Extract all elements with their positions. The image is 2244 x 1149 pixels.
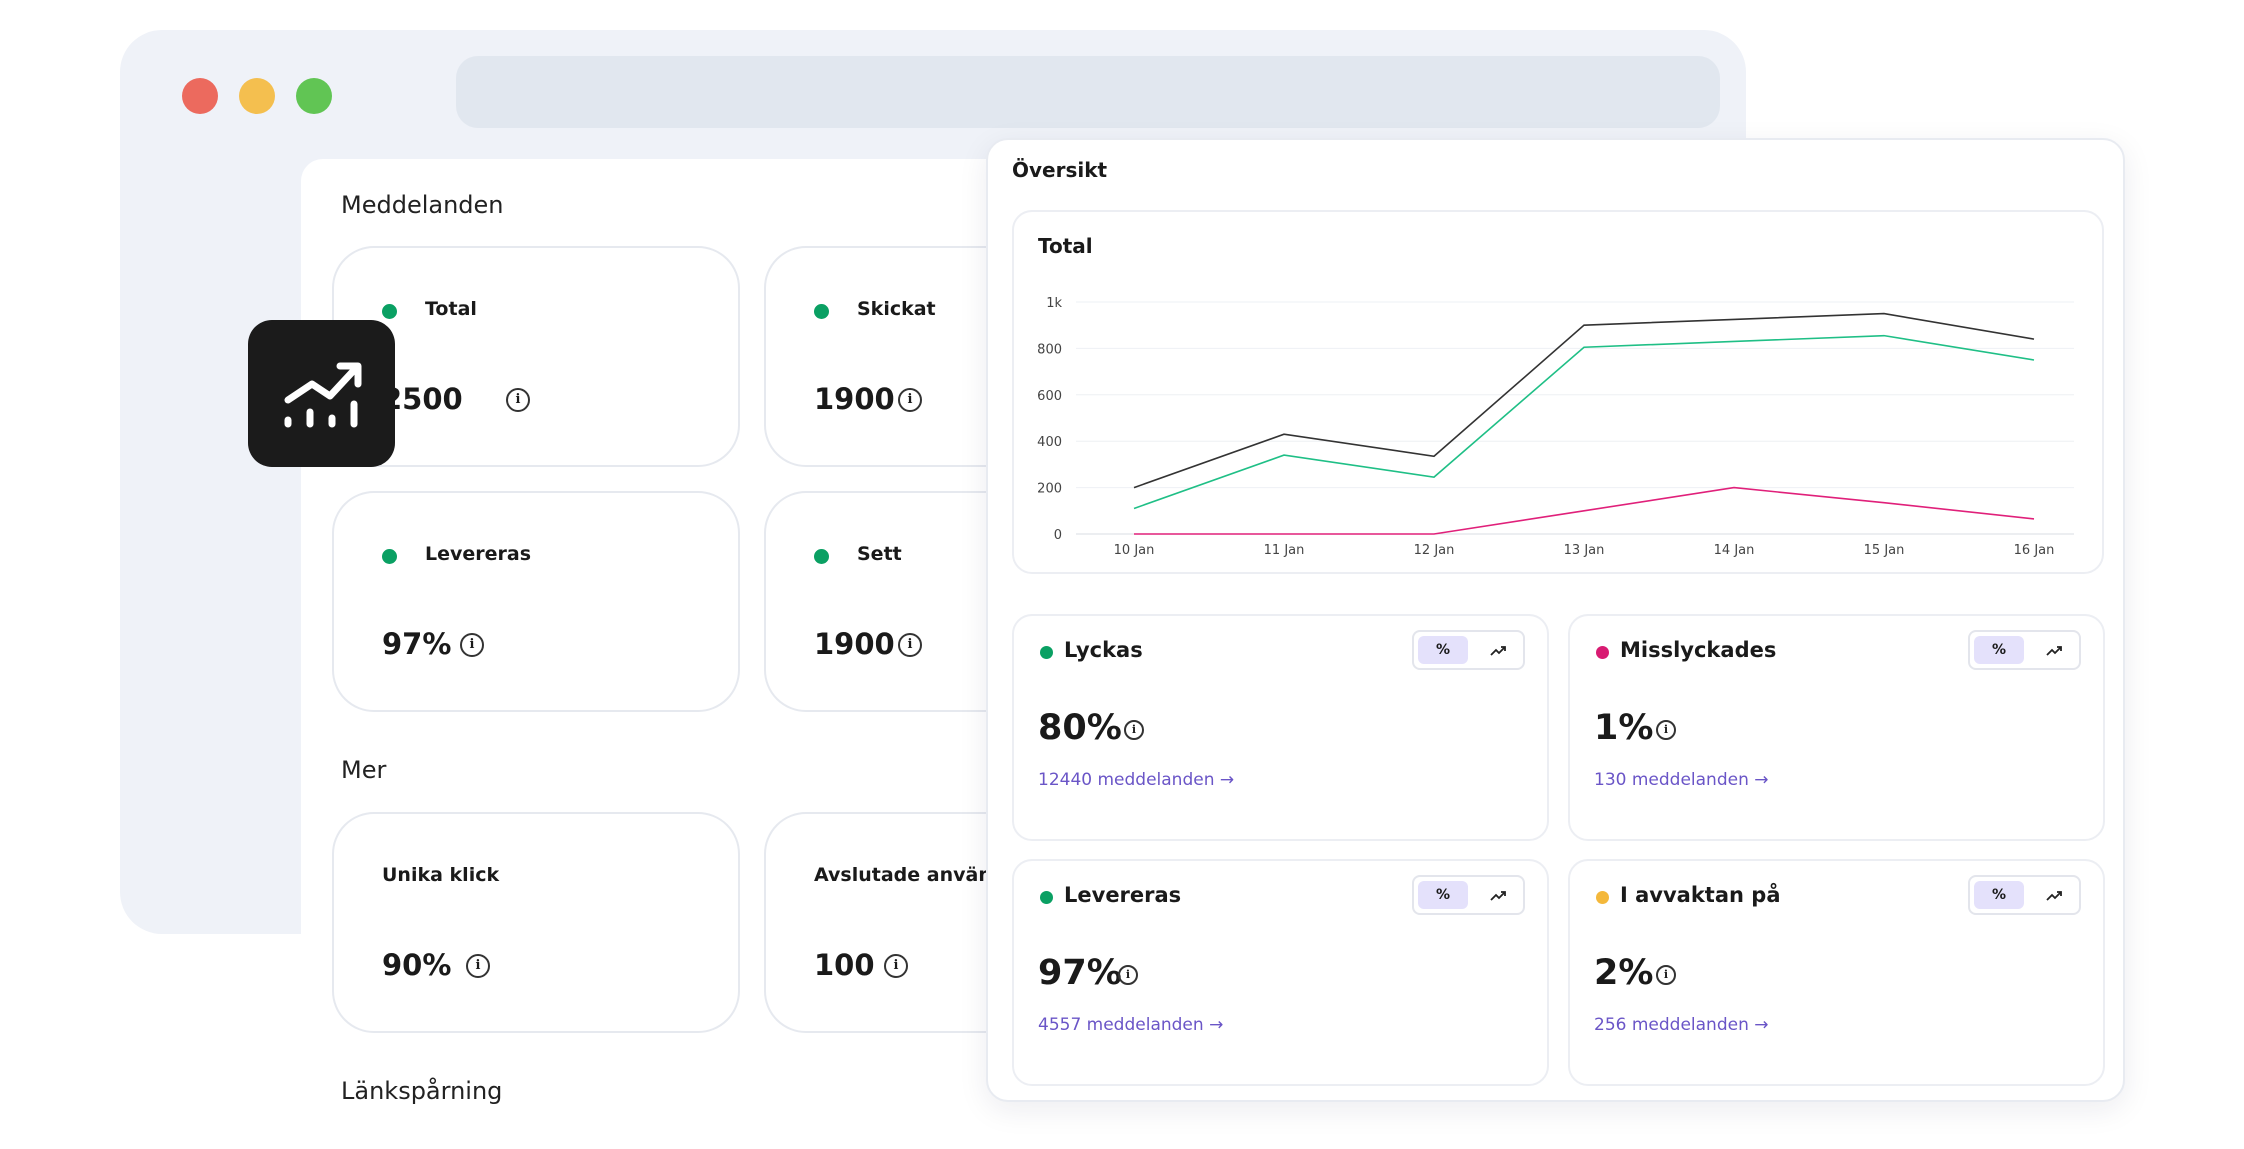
- metric-value: 1%: [1594, 708, 1654, 748]
- view-toggle: %: [1968, 630, 2081, 670]
- chart-title: Total: [1038, 234, 1093, 258]
- x-tick-label: 12 Jan: [1414, 543, 1455, 558]
- series-line-1: [1133, 334, 2035, 510]
- maximize-window-button[interactable]: [296, 78, 332, 114]
- status-dot: [1040, 646, 1053, 659]
- status-dot: [382, 549, 397, 564]
- address-bar[interactable]: [456, 56, 1720, 128]
- percent-toggle-button[interactable]: %: [1974, 636, 2024, 664]
- info-icon[interactable]: i: [1656, 720, 1676, 740]
- metric-card-success: Lyckas % 80% i 12440 meddelanden →: [1012, 614, 1549, 841]
- trend-up-icon[interactable]: [2032, 881, 2076, 909]
- status-dot: [814, 549, 829, 564]
- minimize-window-button[interactable]: [239, 78, 275, 114]
- metric-label: Lyckas: [1064, 638, 1143, 662]
- y-tick-label: 800: [1037, 342, 1062, 357]
- percent-toggle-button[interactable]: %: [1974, 881, 2024, 909]
- y-tick-label: 400: [1037, 435, 1062, 450]
- stat-label: Sett: [857, 543, 902, 565]
- y-tick-label: 0: [1054, 528, 1062, 543]
- view-toggle: %: [1412, 875, 1525, 915]
- stat-label: Unika klick: [382, 864, 500, 886]
- x-tick-label: 14 Jan: [1714, 543, 1755, 558]
- x-tick-label: 11 Jan: [1264, 543, 1305, 558]
- status-dot: [814, 304, 829, 319]
- percent-toggle-button[interactable]: %: [1418, 636, 1468, 664]
- x-tick-label: 13 Jan: [1564, 543, 1605, 558]
- trend-up-icon[interactable]: [2032, 636, 2076, 664]
- stat-label: Total: [425, 298, 477, 320]
- stat-value: 2500: [382, 382, 463, 416]
- info-icon[interactable]: i: [884, 954, 908, 978]
- stat-label: Levereras: [425, 543, 532, 565]
- overview-title: Översikt: [1012, 158, 1108, 182]
- messages-link[interactable]: 130 meddelanden →: [1594, 770, 1769, 790]
- x-tick-label: 16 Jan: [2014, 543, 2055, 558]
- status-dot: [1596, 646, 1609, 659]
- trend-up-icon[interactable]: [1476, 636, 1520, 664]
- stat-value: 90%: [382, 948, 452, 982]
- status-dot: [1040, 891, 1053, 904]
- stat-label: Avslutade användare: [814, 864, 1041, 886]
- total-line-chart: 0 200 400 600 800 1k 10 Jan 11 Jan 12 Jan 13 Jan 1…: [1037, 296, 2074, 558]
- metric-label: Misslyckades: [1620, 638, 1777, 662]
- info-icon[interactable]: i: [460, 633, 484, 657]
- info-icon[interactable]: i: [1124, 720, 1144, 740]
- stat-card-unique-clicks[interactable]: Unika klick 90% i: [332, 812, 740, 1033]
- stat-value: 1900: [814, 382, 895, 416]
- metric-value: 80%: [1038, 708, 1122, 748]
- view-toggle: %: [1968, 875, 2081, 915]
- trending-chart-icon: [248, 320, 395, 467]
- stat-card-delivered[interactable]: Levereras 97% i: [332, 491, 740, 712]
- metric-label: Levereras: [1064, 883, 1182, 907]
- section-title-link-tracking: Länkspårning: [341, 1077, 503, 1105]
- stat-value: 100: [814, 948, 875, 982]
- info-icon[interactable]: i: [1656, 965, 1676, 985]
- stat-card-total[interactable]: Total 2500 i: [332, 246, 740, 467]
- overview-panel: Översikt Total 0 200 400 600 800 1k 10 Jan 11 J…: [986, 138, 2125, 1102]
- metric-label: I avvaktan på: [1620, 883, 1781, 907]
- info-icon[interactable]: i: [506, 388, 530, 412]
- stat-label: Skickat: [857, 298, 936, 320]
- y-tick-label: 1k: [1046, 296, 1062, 311]
- info-icon[interactable]: i: [1118, 965, 1138, 985]
- y-tick-label: 200: [1037, 482, 1062, 497]
- trending-chart-icon-glyph: [284, 362, 362, 428]
- metric-value: 2%: [1594, 953, 1654, 993]
- info-icon[interactable]: i: [466, 954, 490, 978]
- messages-link[interactable]: 12440 meddelanden →: [1038, 770, 1235, 790]
- metric-value: 97%: [1038, 953, 1122, 993]
- metric-card-delivered: Levereras % 97% i 4557 meddelanden →: [1012, 859, 1549, 1086]
- total-chart-card: Total 0 200 400 600 800 1k 10 Jan 11 Jan 12 Jan 1…: [1012, 210, 2104, 574]
- series-line-2: [1134, 486, 2035, 535]
- trend-up-icon[interactable]: [1476, 881, 1520, 909]
- section-title-messages: Meddelanden: [341, 191, 504, 219]
- messages-link[interactable]: 256 meddelanden →: [1594, 1015, 1769, 1035]
- info-icon[interactable]: i: [898, 633, 922, 657]
- info-icon[interactable]: i: [898, 388, 922, 412]
- status-dot: [1596, 891, 1609, 904]
- y-tick-label: 600: [1037, 389, 1062, 404]
- x-tick-label: 10 Jan: [1114, 543, 1155, 558]
- close-window-button[interactable]: [182, 78, 218, 114]
- metric-card-failed: Misslyckades % 1% i 130 meddelanden →: [1568, 614, 2105, 841]
- view-toggle: %: [1412, 630, 1525, 670]
- percent-toggle-button[interactable]: %: [1418, 881, 1468, 909]
- messages-link[interactable]: 4557 meddelanden →: [1038, 1015, 1224, 1035]
- x-tick-label: 15 Jan: [1864, 543, 1905, 558]
- metric-card-pending: I avvaktan på % 2% i 256 meddelanden →: [1568, 859, 2105, 1086]
- section-title-more: Mer: [341, 756, 387, 784]
- stat-value: 1900: [814, 627, 895, 661]
- series-line-0: [1133, 312, 2035, 489]
- status-dot: [382, 304, 397, 319]
- stat-value: 97%: [382, 627, 452, 661]
